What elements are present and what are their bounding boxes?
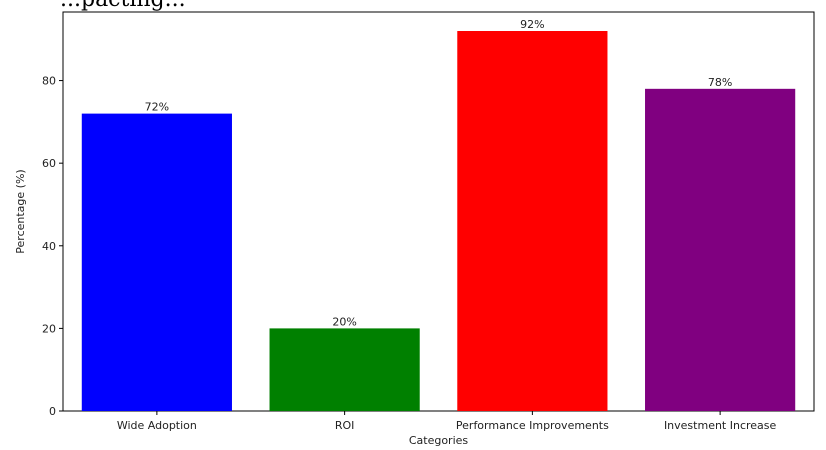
chart-title-fragment: ...pacting... [60, 0, 186, 12]
bar-value-label: 78% [708, 76, 732, 89]
x-tick-label: Investment Increase [664, 419, 777, 432]
bar-wide-adoption [81, 113, 232, 411]
x-tick-label: Wide Adoption [117, 419, 197, 432]
y-axis-ticks: 0 20 40 60 80 [42, 75, 63, 418]
y-tick-label: 40 [42, 240, 56, 253]
y-tick-label: 0 [49, 405, 56, 418]
x-tick-label: Performance Improvements [456, 419, 609, 432]
bar-performance-improvements [457, 31, 608, 411]
y-tick-label: 60 [42, 157, 56, 170]
plot-spines [62, 11, 815, 412]
y-tick-label: 80 [42, 75, 56, 88]
x-axis-label: Categories [409, 434, 469, 447]
x-axis-ticks: Wide Adoption ROI Performance Improvements… [117, 411, 777, 432]
bar-investment-increase [645, 88, 796, 412]
y-tick-label: 20 [42, 322, 56, 335]
bars-group [81, 31, 796, 412]
x-tick-label: ROI [335, 419, 355, 432]
value-labels-group: 72% 20% 92% 78% [145, 18, 733, 328]
bar-value-label: 92% [520, 18, 544, 31]
bar-value-label: 72% [145, 101, 169, 114]
bar-roi [269, 328, 420, 411]
plot-frame [62, 11, 815, 412]
bar-value-label: 20% [332, 315, 356, 328]
y-axis-label: Percentage (%) [14, 169, 27, 253]
